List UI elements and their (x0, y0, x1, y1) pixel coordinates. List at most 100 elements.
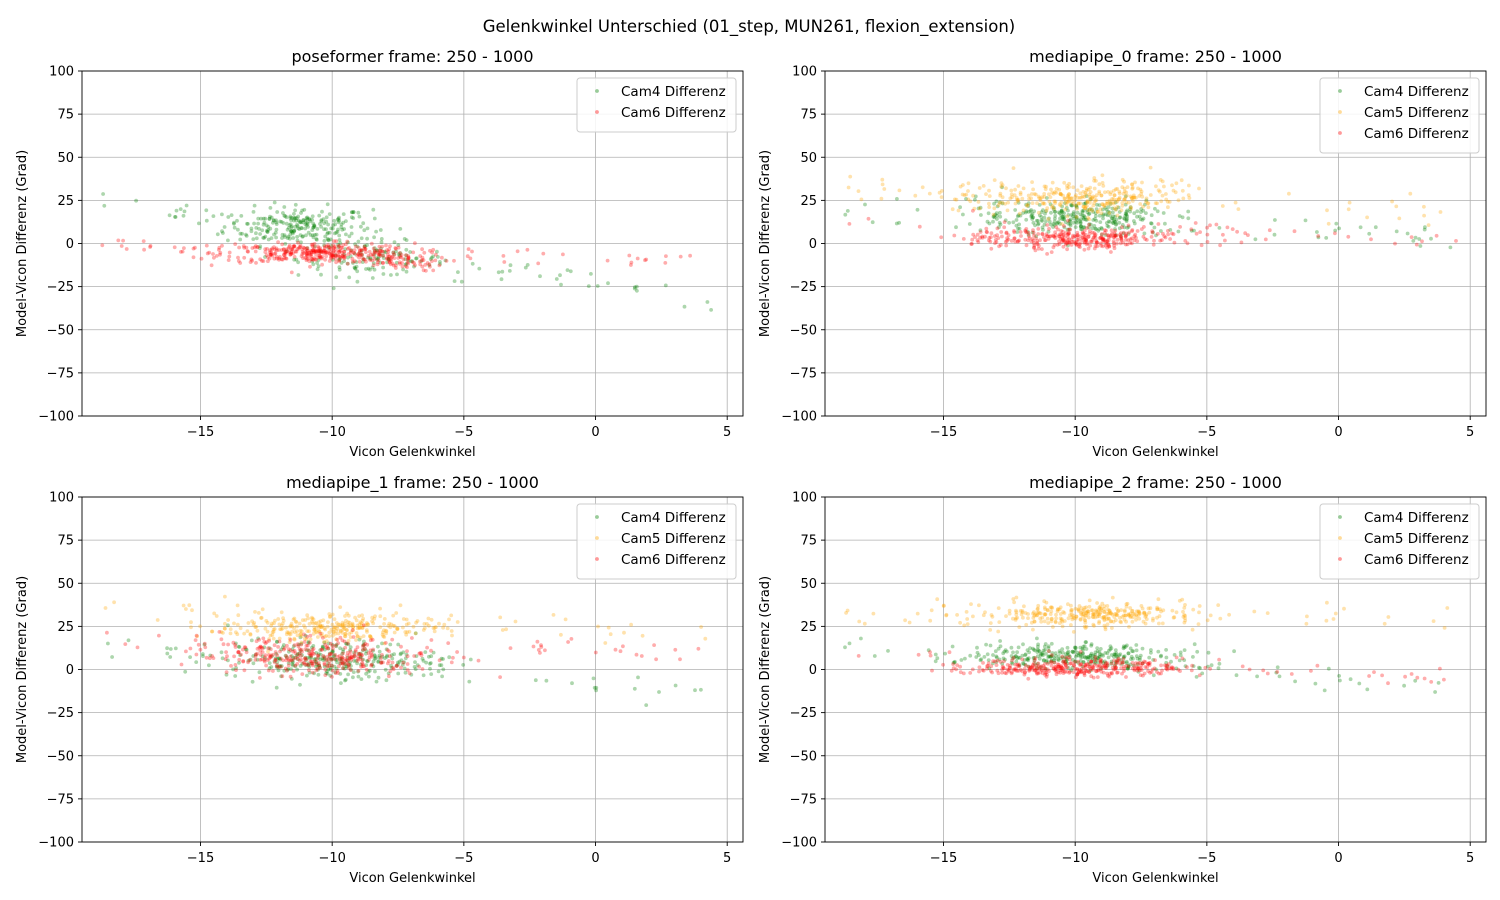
scatter-point (1020, 669, 1025, 674)
scatter-point (1083, 206, 1087, 211)
scatter-point (268, 655, 273, 660)
scatter-point (285, 668, 289, 673)
scatter-point (1220, 204, 1225, 208)
scatter-point (1103, 205, 1108, 210)
scatter-point (1097, 191, 1102, 196)
scatter-point (1148, 165, 1153, 170)
scatter-point (267, 256, 272, 261)
scatter-point (1047, 216, 1051, 221)
scatter-point (1454, 239, 1458, 243)
scatter-point (967, 222, 972, 226)
scatter-point (333, 250, 338, 255)
scatter-point (1093, 650, 1098, 655)
scatter-point (1097, 213, 1102, 218)
scatter-point (1197, 610, 1201, 615)
scatter-point (907, 620, 912, 625)
scatter-point (1084, 238, 1089, 243)
scatter-point (1122, 217, 1127, 221)
scatter-point (1075, 218, 1080, 222)
scatter-point (308, 233, 313, 237)
scatter-point (1146, 606, 1151, 611)
scatter-point (1138, 187, 1143, 192)
scatter-point (405, 668, 410, 672)
scatter-point (1081, 235, 1086, 240)
scatter-point (428, 666, 432, 671)
scatter-point (333, 244, 337, 249)
scatter-point (1021, 615, 1025, 620)
scatter-point (295, 224, 300, 229)
scatter-points (843, 165, 1458, 256)
scatter-point (268, 252, 273, 257)
scatter-point (538, 274, 542, 279)
scatter-point (995, 204, 1000, 209)
scatter-point (221, 631, 225, 635)
scatter-point (1167, 200, 1172, 204)
scatter-point (870, 220, 875, 225)
scatter-point (1062, 235, 1067, 240)
scatter-point (1041, 201, 1046, 205)
scatter-point (1326, 666, 1331, 671)
scatter-point (1061, 238, 1065, 242)
scatter-point (1023, 611, 1028, 615)
scatter-point (289, 250, 294, 255)
scatter-point (309, 242, 314, 247)
scatter-point (1072, 663, 1076, 668)
scatter-point (275, 210, 280, 214)
scatter-point (1055, 221, 1059, 226)
scatter-point (998, 214, 1003, 219)
scatter-point (432, 629, 437, 634)
scatter-point (309, 254, 313, 259)
scatter-point (1205, 225, 1209, 230)
scatter-point (437, 263, 442, 268)
x-tick-label: 0 (1334, 425, 1342, 440)
scatter-point (264, 663, 268, 668)
scatter-point (248, 260, 253, 264)
scatter-point (312, 250, 316, 255)
scatter-point (1012, 229, 1016, 233)
scatter-point (975, 232, 980, 237)
scatter-point (320, 254, 325, 259)
scatter-point (983, 234, 987, 239)
scatter-point (223, 626, 227, 631)
scatter-point (406, 257, 410, 262)
scatter-point (300, 252, 305, 257)
scatter-point (389, 273, 393, 277)
scatter-point (346, 613, 351, 618)
scatter-point (288, 252, 293, 257)
scatter-point (1091, 665, 1096, 670)
scatter-point (1006, 668, 1011, 672)
scatter-point (1144, 198, 1149, 203)
scatter-point (971, 193, 975, 198)
scatter-point (1155, 232, 1160, 236)
scatter-point (277, 665, 281, 670)
figure-suptitle: Gelenkwinkel Unterschied (01_step, MUN26… (483, 17, 1015, 37)
scatter-point (1124, 659, 1129, 664)
scatter-point (1095, 209, 1100, 214)
scatter-point (263, 234, 268, 239)
scatter-point (1025, 229, 1030, 234)
scatter-point (1103, 239, 1108, 244)
scatter-point (1128, 241, 1133, 245)
scatter-point (336, 220, 341, 225)
scatter-point (1051, 234, 1056, 239)
scatter-point (135, 645, 140, 650)
scatter-point (1287, 191, 1291, 196)
scatter-point (126, 638, 131, 643)
y-tick-label: −50 (790, 323, 817, 338)
scatter-point (289, 251, 293, 255)
scatter-point (1078, 245, 1082, 250)
scatter-point (525, 247, 530, 252)
scatter-point (971, 232, 976, 237)
scatter-point (366, 255, 370, 260)
scatter-point (1000, 200, 1005, 205)
scatter-point (336, 245, 341, 250)
scatter-point (1313, 681, 1318, 686)
scatter-point (356, 669, 361, 673)
scatter-point (314, 626, 318, 631)
scatter-point (1125, 214, 1129, 219)
scatter-point (204, 655, 209, 660)
scatter-point (328, 237, 333, 242)
scatter-point (1118, 232, 1122, 237)
scatter-point (189, 620, 193, 625)
scatter-point (312, 242, 317, 246)
